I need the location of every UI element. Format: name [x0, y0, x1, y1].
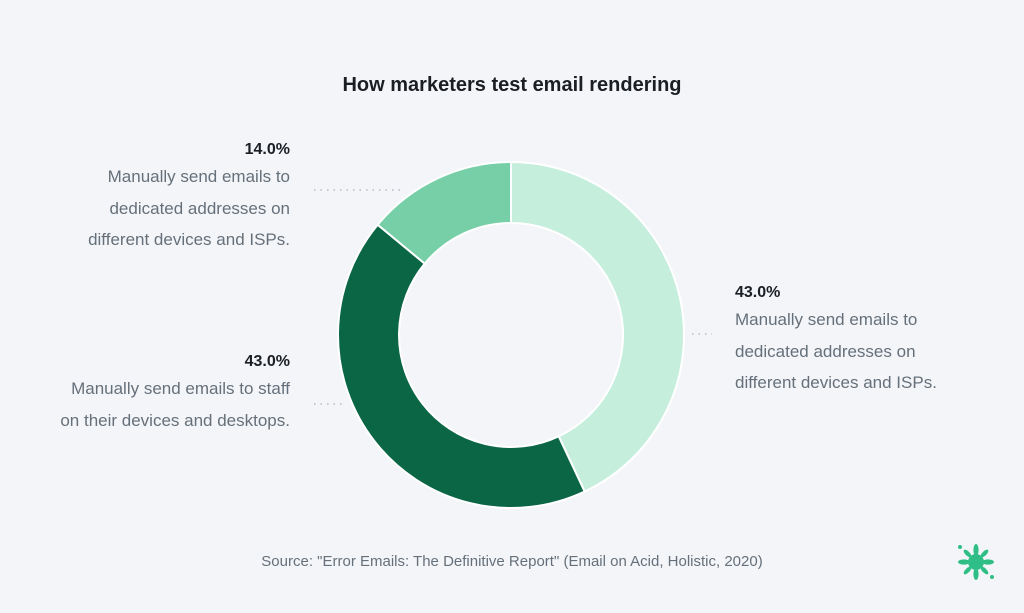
slice-value-label-0: 43.0% — [735, 284, 781, 301]
slice-value-label-1: 43.0% — [244, 353, 290, 370]
slice-text-1: Manually send emails to staff on their d… — [60, 379, 290, 430]
slice-value-label-2: 14.0% — [244, 141, 290, 158]
splat-logo-icon — [958, 544, 994, 580]
slice-text-0: Manually send emails to dedicated addres… — [735, 310, 937, 392]
donut-slice-1 — [337, 223, 586, 509]
slice-label-2: 14.0% Manually send emails to dedicated … — [50, 139, 290, 256]
chart-title: How marketers test email rendering — [342, 74, 682, 96]
source-note: Source: "Error Emails: The Definitive Re… — [261, 553, 763, 570]
slice-text-2: Manually send emails to dedicated addres… — [88, 167, 290, 249]
donut-slice-2 — [376, 160, 512, 266]
slice-label-1: 43.0% Manually send emails to staff on t… — [50, 351, 290, 436]
donut-slice-0 — [510, 160, 685, 493]
slice-label-0: 43.0% Manually send emails to dedicated … — [735, 282, 975, 399]
